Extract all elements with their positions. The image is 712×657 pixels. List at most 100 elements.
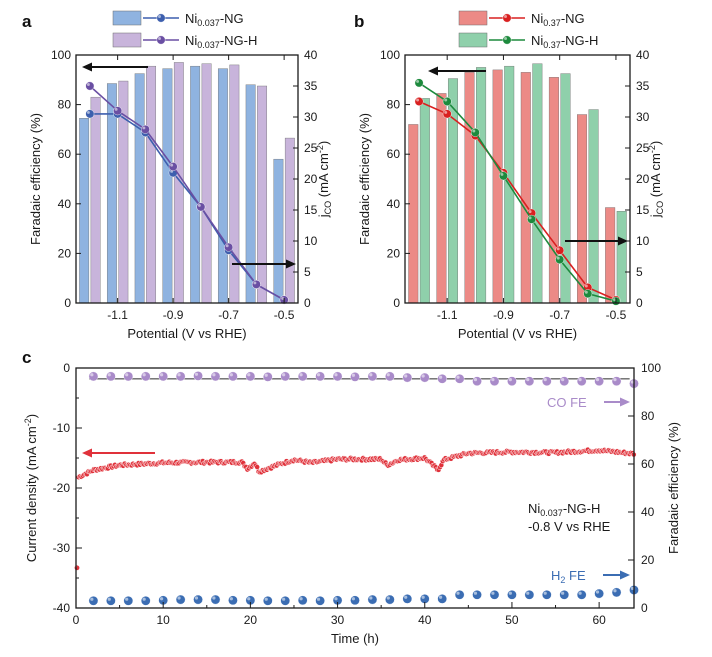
h2-fe-point-3	[140, 596, 151, 606]
h2-fe-point-16	[367, 594, 378, 605]
h2-fe-point-26-shine	[543, 591, 547, 595]
x-tick-label: 50	[505, 613, 519, 627]
line-point-0-0	[414, 97, 424, 106]
co-fe-point-12	[297, 371, 308, 382]
line-point-1-0	[85, 81, 95, 91]
y-tick-label-right: 15	[636, 203, 650, 217]
h2-fe-point-25	[524, 590, 535, 600]
co-fe-point-25-shine	[526, 377, 530, 382]
h2-fe-point-18	[402, 594, 413, 604]
h2-fe-point-3-shine	[142, 597, 146, 601]
bar-1-0	[90, 96, 101, 304]
x-tick-label: 10	[157, 613, 171, 627]
bar-0-0	[79, 118, 90, 304]
co-fe-point-0-shine	[90, 373, 94, 377]
h2-fe-point-19-shine	[421, 595, 425, 599]
co-fe-point-22	[472, 376, 482, 387]
line-point-1-1	[442, 97, 452, 106]
line-point-1-2	[140, 124, 150, 134]
legend-entry-0: Ni0.037-NG	[185, 11, 244, 28]
line-point-1-3-shine	[500, 172, 504, 176]
bar-1-7	[616, 211, 627, 304]
x-tick-label: -0.7	[549, 308, 570, 322]
x-tick-label: -0.5	[274, 308, 295, 322]
y-tick-label-right: 100	[641, 361, 661, 375]
h2-fe-point-16-shine	[369, 596, 373, 600]
co-fe-point-7-shine	[212, 373, 216, 377]
co-fe-point-23-shine	[491, 377, 495, 382]
h2-fe-point-10-shine	[264, 597, 268, 601]
current-density-point-128	[254, 464, 260, 470]
line-point-0-0-shine	[416, 98, 420, 102]
h2-fe-point-22-shine	[473, 591, 478, 595]
co-fe-point-17-shine	[386, 373, 390, 377]
co-fe-point-11	[280, 371, 291, 382]
h2-fe-point-28	[576, 590, 587, 600]
series-line-0	[418, 100, 617, 301]
series-line-1	[418, 82, 617, 302]
bar-0-3	[492, 69, 503, 304]
y-tick-label-right: 15	[304, 203, 318, 217]
line-point-0-0	[85, 109, 95, 119]
co-fe-point-29	[594, 376, 604, 387]
x-axis-label: Time (h)	[331, 631, 379, 646]
co-fe-point-9-shine	[247, 373, 251, 377]
bar-0-6	[245, 84, 256, 304]
bar-0-7	[273, 158, 284, 304]
h2-fe-point-5	[175, 594, 186, 605]
co-fe-point-16-shine	[369, 373, 373, 377]
y-tick-label-left: 80	[387, 98, 401, 112]
panel-label: c	[22, 348, 31, 367]
h2-fe-point-30	[611, 587, 622, 598]
h2-fe-point-2	[123, 596, 134, 606]
co-fe-point-14	[332, 371, 343, 382]
bar-1-2	[476, 67, 487, 304]
x-tick-label: 30	[331, 613, 345, 627]
h2-fe-point-1	[106, 596, 116, 606]
co-fe-point-13-shine	[316, 373, 321, 377]
line-point-1-3-shine	[170, 163, 174, 167]
co-fe-label: CO FE	[547, 395, 587, 410]
line-point-1-7-shine	[281, 296, 285, 300]
line-point-0-0-shine	[86, 110, 90, 114]
annotation-sample: Ni0.037-NG-H	[528, 501, 600, 518]
legend-entry-0: Ni0.37-NG	[531, 11, 585, 28]
line-point-1-4	[527, 214, 536, 224]
y-tick-label-right: 25	[304, 141, 318, 155]
y-tick-label-left: 20	[387, 246, 401, 260]
co-fe-point-11-shine	[282, 373, 286, 377]
co-fe-point-9	[245, 371, 256, 382]
y-tick-label-left: 0	[64, 296, 71, 310]
co-fe-point-17	[385, 371, 395, 382]
co-fe-point-8-shine	[229, 373, 233, 377]
h2-fe-point-2-shine	[125, 597, 129, 601]
panel-a: -1.1 -0.9 -0.7 -0.5 0 20 40 60 80 100 0 5 10 15 20 25 30…	[22, 10, 333, 341]
arrow-to-right-axis-head	[618, 236, 628, 246]
y-tick-label-right: 0	[304, 296, 311, 310]
co-fe-point-5	[175, 371, 186, 382]
co-fe-point-25	[524, 376, 535, 387]
h2-fe-point-8	[228, 595, 238, 606]
line-point-1-0-shine	[416, 79, 420, 83]
co-fe-point-14-shine	[334, 373, 338, 377]
y-tick-label-right: 20	[304, 172, 318, 186]
y-tick-label-right: 0	[636, 296, 643, 310]
h2-fe-point-21	[454, 590, 465, 600]
co-fe-point-3	[140, 371, 151, 382]
y-tick-label-left: 0	[393, 296, 400, 310]
co-fe-point-30	[611, 376, 622, 387]
bar-0-5	[217, 68, 228, 304]
y-tick-label-right: 35	[304, 79, 318, 93]
y-tick-label-right: 30	[304, 110, 318, 124]
co-fe-point-19	[419, 372, 430, 383]
y-axis-label-right: Faradaic efficiency (%)	[666, 422, 681, 554]
co-fe-point-4-shine	[159, 373, 164, 377]
y-axis-label-left: Faradaic efficiency (%)	[28, 113, 43, 245]
co-fe-point-24	[507, 376, 517, 387]
x-tick-label: -1.1	[437, 308, 458, 322]
h2-fe-point-27	[559, 590, 570, 600]
line-point-0-6-shine	[584, 284, 588, 288]
arrow-to-left-axis-head	[428, 66, 438, 76]
h2-fe-point-20	[437, 594, 447, 604]
panel-b: -1.1 -0.9 -0.7 -0.5 0 20 40 60 80 100 0 5 10 15 20 25 30…	[354, 10, 665, 341]
